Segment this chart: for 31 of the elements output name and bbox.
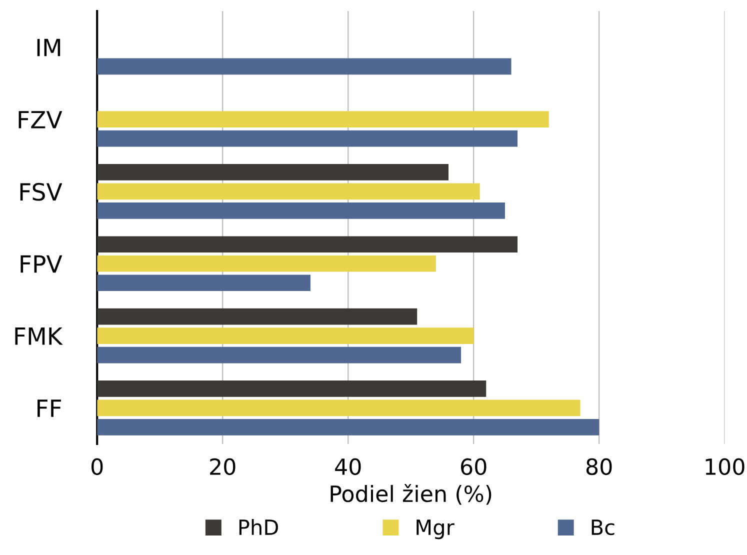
bar <box>97 183 480 200</box>
bar <box>97 274 310 292</box>
x-tick-label: 80 <box>586 458 612 476</box>
y-tick-label: IM <box>37 38 60 56</box>
x-axis-title: Podiel žien (%) <box>330 484 492 505</box>
legend-label: PhD <box>239 519 278 535</box>
y-tick-label: FPV <box>20 255 62 273</box>
bar <box>97 346 462 364</box>
bar <box>97 418 600 436</box>
bar <box>97 400 580 416</box>
bar <box>97 58 512 75</box>
bar <box>97 328 474 344</box>
bar <box>97 380 486 397</box>
x-tick-label: 20 <box>210 458 236 476</box>
bar <box>97 111 549 128</box>
y-tick-label: FZV <box>18 111 62 128</box>
legend-label: Bc <box>592 520 614 536</box>
bar <box>97 130 518 147</box>
bar <box>97 202 505 219</box>
bar <box>97 236 518 253</box>
x-tick-label: 100 <box>706 458 744 476</box>
x-tick-label: 60 <box>461 458 486 476</box>
bar <box>97 308 418 325</box>
x-tick-label: 40 <box>335 458 361 476</box>
y-tick-label: FMK <box>15 328 63 345</box>
bar <box>97 255 436 272</box>
legend-label: Mgr <box>416 520 454 540</box>
y-tick-label: FF <box>38 400 62 417</box>
bar <box>97 164 448 180</box>
y-tick-label: FSV <box>20 182 62 201</box>
x-tick-label: 0 <box>92 458 103 476</box>
